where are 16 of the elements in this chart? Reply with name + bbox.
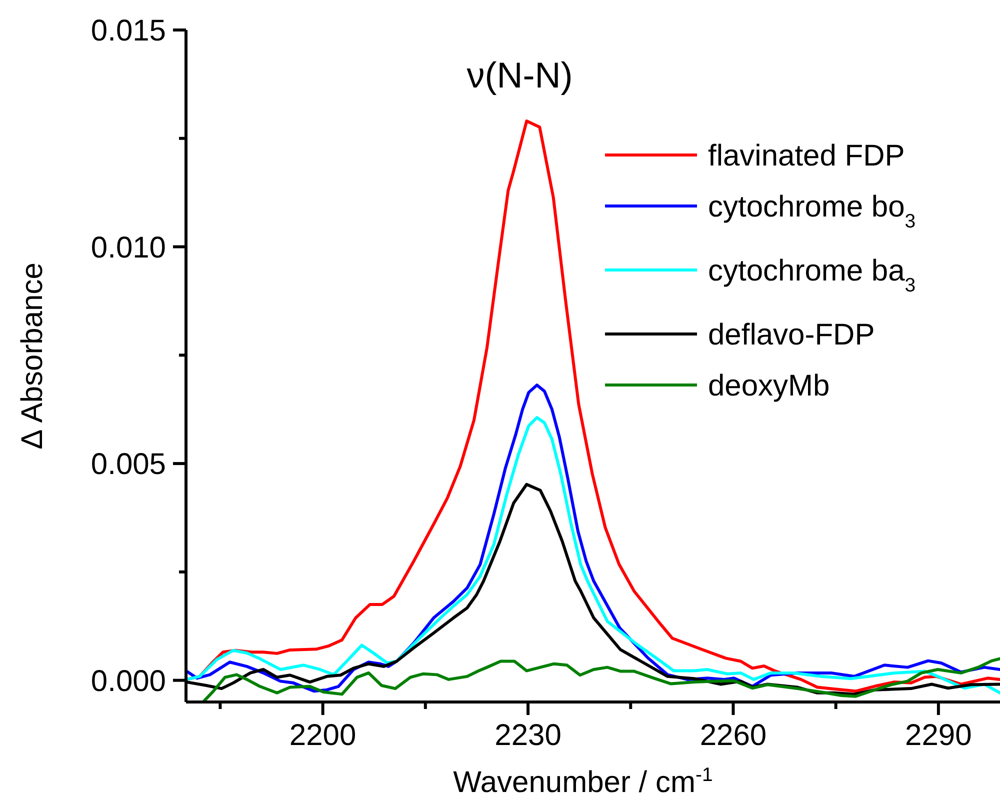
x-tick-label: 2200 bbox=[289, 719, 356, 752]
y-tick-label: 0.015 bbox=[90, 14, 166, 48]
x-tick-label: 2260 bbox=[700, 719, 767, 752]
y-tick-label: 0.010 bbox=[90, 231, 166, 264]
annotation: ν(N-N) bbox=[466, 54, 573, 96]
y-tick-label: 0.000 bbox=[90, 664, 166, 698]
x-tick-label: 2290 bbox=[905, 719, 972, 752]
legend-label: deflavo-FDP bbox=[708, 318, 875, 352]
x-axis-title: Wavenumber / cm$^{-1}$ bbox=[453, 764, 713, 799]
x-tick-label: 2230 bbox=[494, 719, 562, 752]
legend-label: cytochrome bo$_{3}$ bbox=[708, 190, 916, 232]
y-tick-label: 0.005 bbox=[90, 448, 166, 482]
legend-label: deoxyMb bbox=[708, 370, 830, 402]
legend-label: flavinated FDP bbox=[708, 140, 905, 172]
y-axis-title: Δ Absorbance bbox=[16, 262, 49, 450]
legend-label: cytochrome ba$_{3}$ bbox=[708, 254, 916, 296]
